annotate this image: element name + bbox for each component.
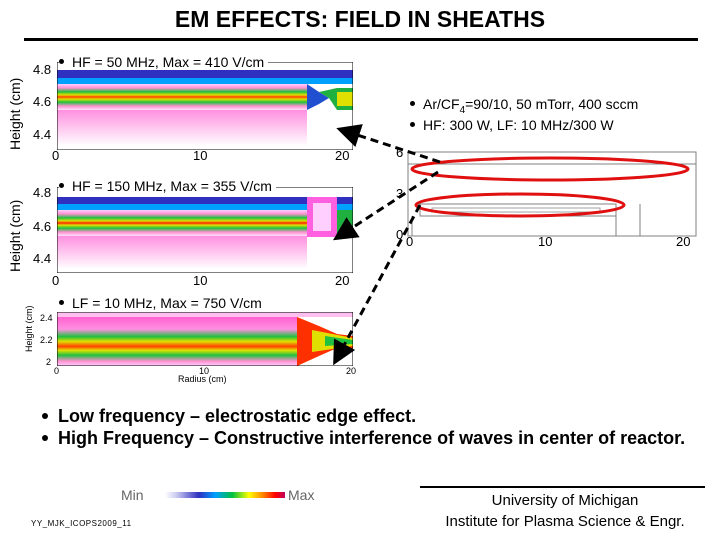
page-title: EM EFFECTS: FIELD IN SHEATHS [174, 6, 546, 32]
plot-2-caption-text: HF = 150 MHz, Max = 355 V/cm [72, 178, 272, 194]
conclusion-text: Low frequency – electrostatic edge effec… [58, 406, 417, 426]
institution-credit: University of Michigan Institute for Pla… [420, 490, 710, 532]
plot-3-xlabel: Radius (cm) [178, 374, 227, 384]
title-divider [24, 38, 698, 41]
lower-sheath-highlight [414, 192, 626, 218]
bullet-dot [410, 100, 415, 106]
callout-arrows [332, 124, 441, 366]
plot-3-caption-text: LF = 10 MHz, Max = 750 V/cm [72, 295, 262, 311]
plot-3-xtick: 0 [54, 366, 60, 376]
plot-1-ytick: 4.6 [33, 94, 52, 109]
plot-2-caption: HF = 150 MHz, Max = 355 V/cm [59, 178, 276, 194]
plot-2-ytick: 4.8 [33, 185, 52, 200]
plot-3-field-map [57, 312, 353, 366]
credit-line-1: University of Michigan [491, 492, 639, 509]
plot-2-xtick: 0 [52, 273, 60, 288]
plot-3-ytick: 2.2 [40, 335, 53, 345]
plot-1-caption-text: HF = 50 MHz, Max = 410 V/cm [72, 54, 265, 70]
plot-3-ytick: 2 [46, 357, 52, 367]
plot-1-caption: HF = 50 MHz, Max = 410 V/cm [59, 54, 269, 70]
conditions-power: HF: 300 W, LF: 10 MHz/300 W [410, 117, 614, 133]
slide-reference: YY_MJK_ICOPS2009_11 [31, 519, 132, 528]
conditions-power-text: HF: 300 W, LF: 10 MHz/300 W [423, 117, 614, 133]
conditions-gas-text-rest: =90/10, 50 mTorr, 400 sccm [465, 96, 639, 112]
conclusion-item: High Frequency – Constructive interferen… [40, 427, 700, 449]
plot-2-ytick: 4.4 [33, 251, 52, 266]
credit-line-2: Institute for Plasma Science & Engr. [445, 513, 685, 530]
conditions-gas-text: Ar/CF [423, 96, 460, 112]
plot-2-ytick: 4.6 [33, 219, 52, 234]
bullet-dot [410, 121, 415, 127]
arrow-to-plot-2 [332, 170, 439, 241]
plot-1-ytick: 4.8 [33, 62, 52, 77]
plot-2-xtick: 10 [193, 273, 208, 288]
bullet-dot [59, 182, 64, 188]
plot-3-caption: LF = 10 MHz, Max = 750 V/cm [59, 295, 266, 311]
plot-1-xtick: 0 [52, 148, 60, 163]
conclusions-list: Low frequency – electrostatic edge effec… [40, 405, 700, 449]
reactor-xtick: 20 [676, 234, 691, 249]
plot-3-xtick: 20 [346, 366, 357, 376]
bullet-dot [42, 413, 48, 419]
conclusion-text: High Frequency – Constructive interferen… [58, 428, 686, 448]
colorbar [165, 492, 285, 498]
arrow-to-plot-1 [336, 124, 441, 164]
plot-1-xtick: 20 [335, 148, 350, 163]
colorbar-max-label: Max [288, 487, 315, 503]
arrow-to-plot-3 [333, 204, 422, 366]
reactor-xtick: 0 [406, 234, 414, 249]
plot-3-xtick: 10 [199, 366, 210, 376]
colorbar-min-label: Min [121, 487, 144, 503]
conditions-gas: Ar/CF4=90/10, 50 mTorr, 400 sccm [410, 96, 638, 116]
reactor-xtick: 10 [538, 234, 553, 249]
reactor-ytick: 0 [396, 227, 404, 242]
conclusion-item: Low frequency – electrostatic edge effec… [40, 405, 700, 427]
plot-2-xtick: 20 [335, 273, 350, 288]
plot-1-xtick: 10 [193, 148, 208, 163]
conditions-gas-subscript: 4 [459, 104, 466, 116]
reactor-geometry [407, 151, 697, 237]
credit-divider [420, 486, 705, 488]
reactor-ytick: 6 [396, 145, 404, 160]
reactor-ytick: 3 [396, 186, 404, 201]
plot-1-field-map [57, 62, 353, 150]
bullet-dot [59, 299, 64, 305]
bullet-dot [42, 435, 48, 441]
plot-3-ytick: 2.4 [40, 313, 53, 323]
upper-sheath-highlight [410, 156, 690, 182]
plot-2-field-map [57, 187, 353, 273]
plot-1-ytick: 4.4 [33, 127, 52, 142]
bullet-dot [59, 58, 64, 64]
